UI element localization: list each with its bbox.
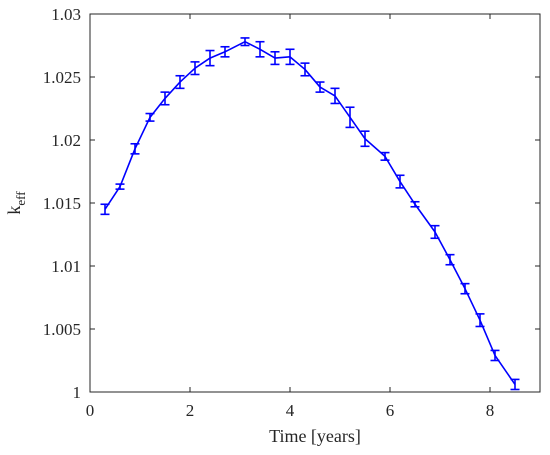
error-bar — [220, 45, 230, 58]
error-bar — [115, 183, 125, 190]
error-bar — [345, 106, 355, 129]
error-bar — [130, 142, 140, 155]
axes-box — [89, 13, 541, 393]
y-tick-label: 1.03 — [51, 5, 81, 24]
error-bar — [445, 253, 455, 266]
error-bar — [270, 50, 280, 66]
error-bar — [205, 49, 215, 67]
y-axis-label-main: k — [4, 206, 24, 215]
error-bar — [360, 130, 370, 148]
x-tick-label: 6 — [386, 401, 395, 420]
y-tick-label: 1.02 — [51, 131, 81, 150]
x-tick-label: 8 — [486, 401, 495, 420]
error-bar — [380, 151, 390, 161]
error-bar — [255, 40, 265, 58]
y-tick-label: 1 — [73, 383, 82, 402]
error-bar — [145, 112, 155, 122]
error-bar — [175, 74, 185, 90]
error-bar — [475, 313, 485, 328]
error-bar — [160, 91, 170, 106]
x-tick-label: 0 — [86, 401, 95, 420]
error-bar — [460, 282, 470, 295]
error-bar — [240, 37, 250, 47]
plot-area — [90, 14, 540, 392]
y-tick-label: 1.015 — [43, 194, 81, 213]
y-tick-label: 1.01 — [51, 257, 81, 276]
error-bar — [285, 48, 295, 66]
x-axis-label: Time [years] — [269, 426, 361, 446]
y-tick-label: 1.025 — [43, 68, 81, 87]
error-bar — [395, 174, 405, 189]
error-bar — [330, 87, 340, 105]
series-layer — [100, 37, 520, 391]
x-tick-label: 2 — [186, 401, 195, 420]
y-tick-label: 1.005 — [43, 320, 81, 339]
y-axis-label-subscript: eff — [13, 191, 28, 206]
error-bar — [300, 62, 310, 77]
error-bar — [100, 203, 110, 216]
x-tick-label: 4 — [286, 401, 295, 420]
error-bar — [315, 81, 325, 93]
error-bar — [430, 224, 440, 240]
error-bar — [410, 200, 420, 208]
axis-ticks: 0 2 4 6 8 1 1.005 1.01 1.015 1.02 1.025 1.03 — [43, 5, 540, 420]
error-bar — [190, 61, 200, 76]
error-bar — [510, 378, 520, 391]
y-axis-label: keff — [4, 191, 28, 215]
error-bar — [490, 349, 500, 362]
